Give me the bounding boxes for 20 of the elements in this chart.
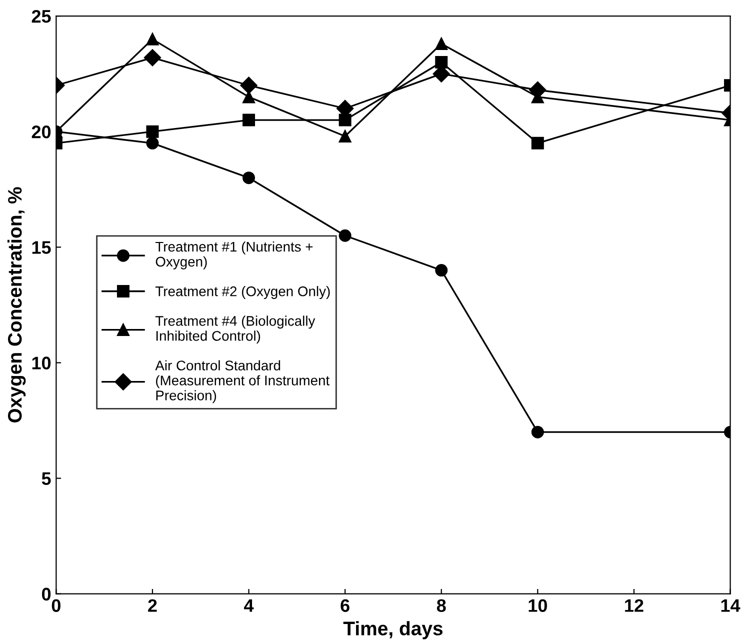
x-axis-title: Time, days (343, 621, 443, 640)
x-tick-label: 6 (340, 599, 350, 612)
y-tick-label: 10 (32, 356, 51, 370)
x-tick-label: 12 (625, 599, 644, 612)
y-tick-label: 0 (42, 588, 51, 601)
legend-label: Treatment #4 (Biologically Inhibited Control) (155, 316, 316, 344)
x-tick-label: 14 (721, 599, 740, 612)
x-tick-label: 8 (436, 599, 446, 612)
y-tick-label: 25 (32, 10, 51, 23)
y-axis-title: Oxygen Concentration, % (7, 187, 26, 422)
x-tick-label: 10 (528, 599, 547, 612)
y-tick-label: 15 (32, 241, 51, 254)
x-tick-label: 0 (52, 599, 60, 612)
y-tick-label: 5 (42, 472, 51, 486)
y-tick-label: 20 (32, 126, 51, 138)
legend-label: Treatment #1 (Nutrients + Oxygen) (155, 241, 313, 270)
legend-label: Air Control Standard (Measurement of Instrument Precision) (155, 360, 330, 404)
x-tick-label: 2 (148, 599, 157, 612)
legend-label: Treatment #2 (Oxygen Only) (155, 286, 330, 299)
x-tick-label: 4 (244, 599, 254, 612)
